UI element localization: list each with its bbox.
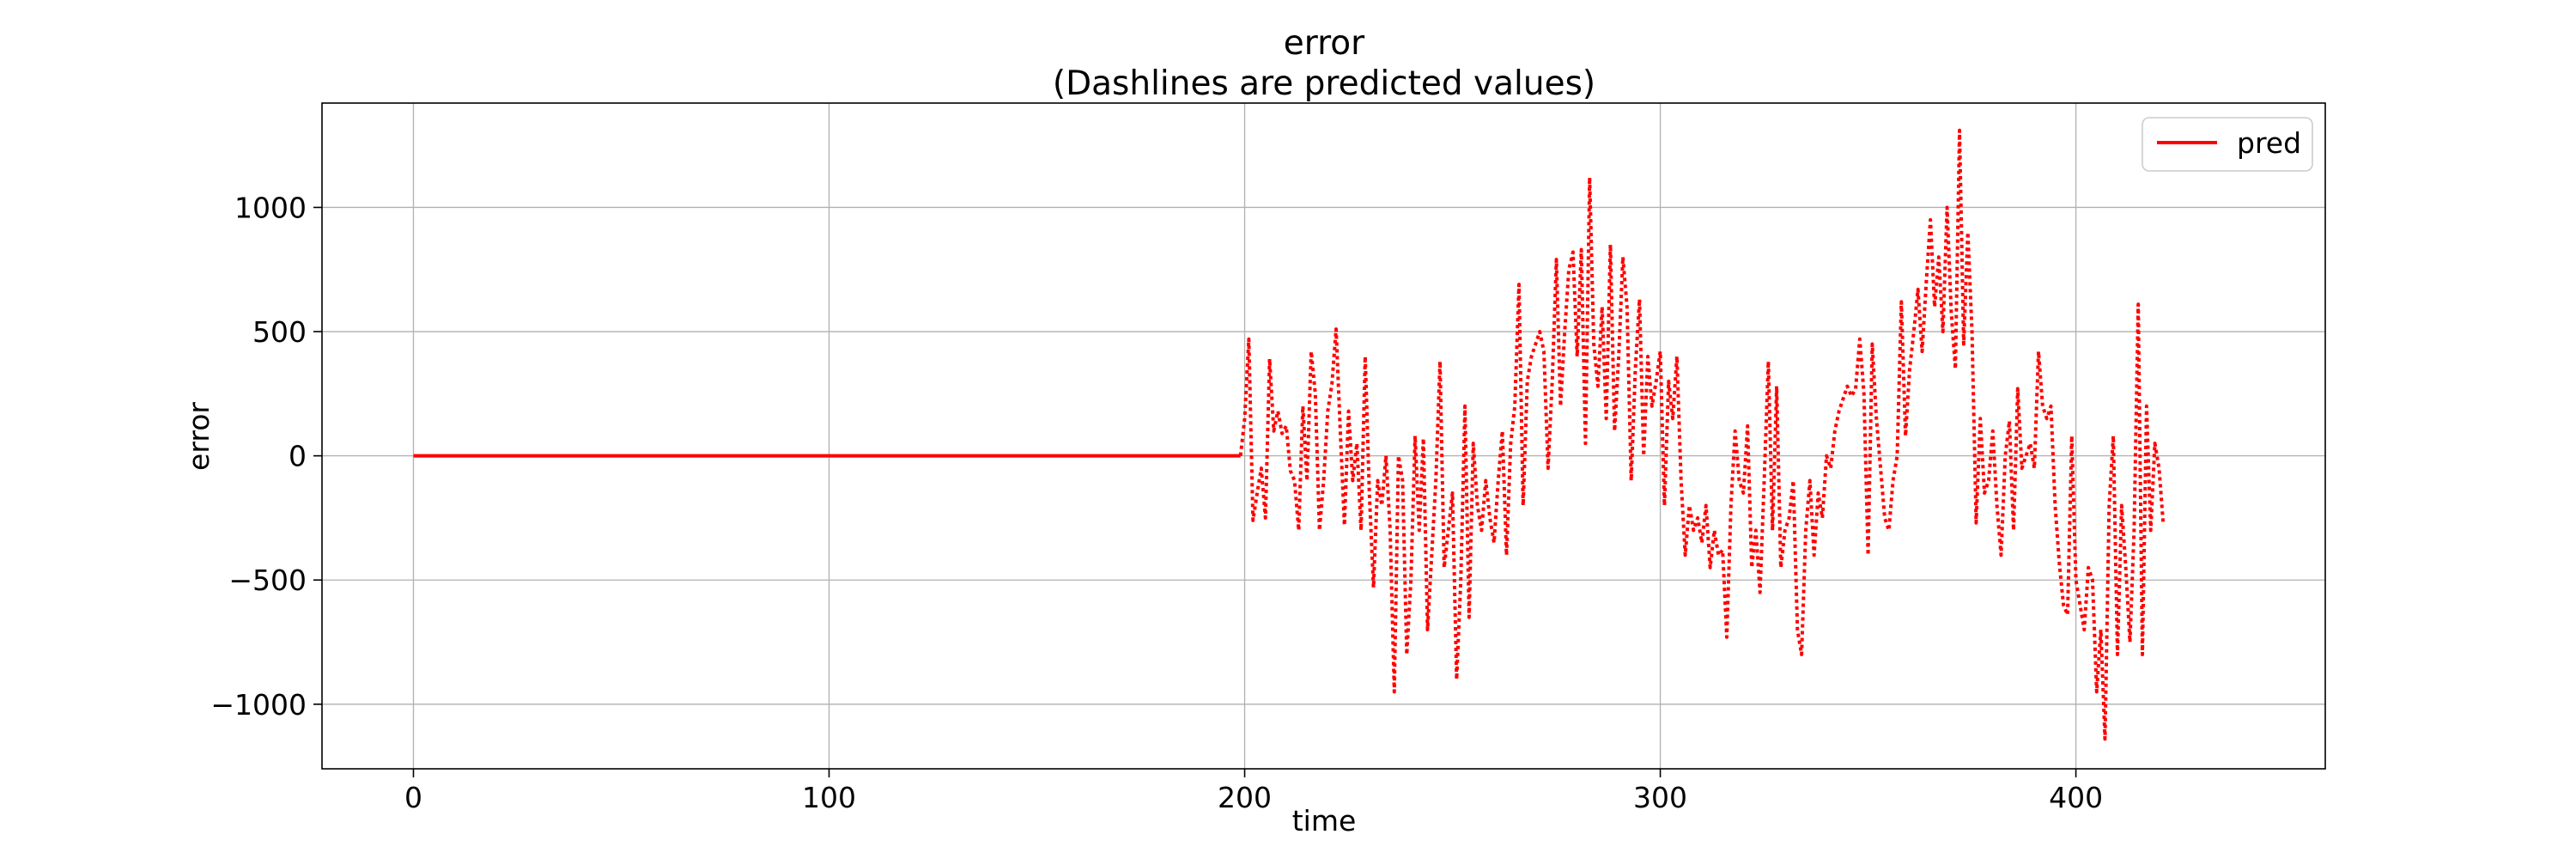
y-tick-label: −1000 [210, 688, 307, 722]
x-tick-label: 300 [1633, 781, 1687, 814]
y-tick-label: 500 [252, 315, 307, 349]
y-tick-label: −500 [228, 564, 307, 597]
x-tick-label: 400 [2049, 781, 2103, 814]
y-axis-label: error [182, 402, 216, 471]
x-tick-label: 100 [802, 781, 856, 814]
chart-title: error [1284, 24, 1365, 63]
x-axis-label: time [1292, 804, 1357, 838]
x-axis: 0 100 200 300 400 [404, 769, 2103, 814]
plot-background [322, 103, 2325, 769]
plot-area: 0 100 200 300 400 −1000 −500 0 500 1000 [210, 102, 2326, 814]
x-tick-label: 200 [1218, 781, 1272, 814]
y-tick-label: 0 [289, 440, 307, 473]
legend-pred-label: pred [2237, 126, 2301, 160]
series-layer [413, 128, 2166, 741]
legend-box [2142, 117, 2313, 172]
plot-frame [321, 102, 2326, 770]
y-axis: −1000 −500 0 500 1000 [210, 191, 322, 722]
legend: pred [2142, 117, 2313, 172]
series-pred-dotted-line [1238, 128, 2166, 741]
chart-subtitle: (Dashlines are predicted values) [1053, 64, 1595, 103]
x-tick-label: 0 [404, 781, 422, 814]
y-tick-label: 1000 [234, 191, 307, 224]
